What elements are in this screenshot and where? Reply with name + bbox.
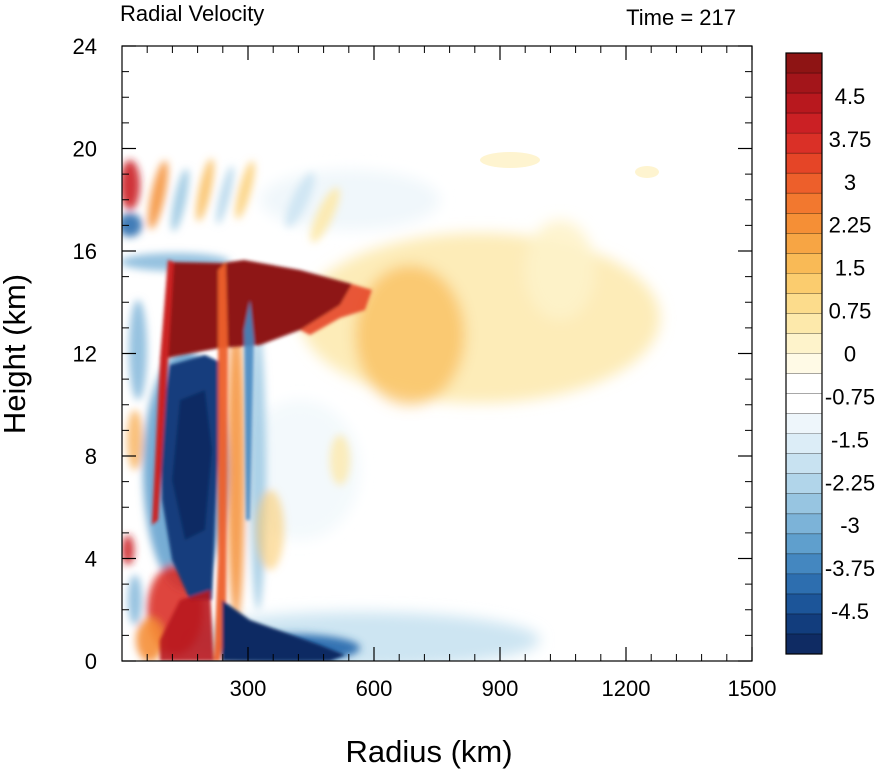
upper-outflow-streak-2 — [196, 158, 214, 222]
mid-level-inflow-core-dark — [172, 390, 212, 540]
outer-outflow-mid — [330, 435, 350, 485]
colorbar-swatch — [786, 453, 822, 475]
colorbar-swatch — [786, 473, 822, 495]
colorbar-swatch — [786, 613, 822, 635]
colorbar-swatch — [786, 593, 822, 615]
y-tick-label: 24 — [73, 34, 97, 59]
y-tick-label: 20 — [73, 137, 97, 162]
colorbar-swatch — [786, 333, 822, 354]
upper-outflow-jet — [160, 260, 352, 360]
colorbar-swatch — [786, 373, 822, 394]
colorbar-label: 1.5 — [835, 256, 866, 281]
colorbar-label: -4.5 — [831, 599, 869, 624]
colorbar-swatch — [786, 53, 822, 74]
colorbar-swatch — [786, 153, 822, 174]
colorbar-swatch — [786, 193, 822, 214]
low-inner-blue-bits — [128, 575, 142, 625]
upper-inflow-streak-3 — [285, 172, 315, 228]
colorbar-swatch — [786, 293, 822, 314]
colorbar-swatch — [786, 633, 822, 655]
colorbar-swatch — [786, 313, 822, 334]
secondary-outflow-mid — [256, 490, 284, 570]
y-tick-label: 8 — [85, 444, 97, 469]
colorbar-label: 3.75 — [829, 127, 872, 152]
upper-outflow-streak-1 — [148, 160, 168, 230]
eyewall-outflow-stripe-2 — [214, 262, 228, 661]
colorbar-label: 4.5 — [835, 84, 866, 109]
colorbar-label: 0 — [844, 342, 856, 367]
eyewall-band-outflow — [227, 320, 245, 620]
colorbar-swatch — [786, 573, 822, 595]
x-tick-label: 600 — [356, 676, 393, 701]
upper-outflow-streak-4 — [310, 187, 340, 243]
colorbar-swatch — [786, 233, 822, 254]
colorbar-swatch — [786, 393, 822, 414]
upper-inflow-streak-2 — [216, 165, 234, 225]
colorbar-swatch — [786, 433, 822, 455]
x-tick-label: 900 — [482, 676, 519, 701]
chart-time-label: Time = 217 — [626, 5, 736, 30]
colorbar-label: 2.25 — [829, 213, 872, 238]
colorbar-label: -3 — [840, 513, 860, 538]
outflow-extension-field — [300, 233, 660, 403]
colorbar-label: -3.75 — [825, 556, 875, 581]
colorbar: 4.5 3.75 3 2.25 1.5 0.75 0 -0.75 -1.5 -2.25 -3 -3.7… — [785, 52, 875, 655]
far-outflow-blob-2 — [635, 166, 659, 178]
colorbar-label: -2.25 — [825, 470, 875, 495]
y-tick-label: 12 — [73, 342, 97, 367]
axes: 300 600 900 1200 1500 0 4 8 12 16 20 24 — [73, 34, 777, 701]
inner-edge-inflow — [129, 300, 147, 400]
colorbar-swatch — [786, 213, 822, 234]
x-tick-label: 300 — [230, 676, 267, 701]
upper-outflow-jet-edge — [300, 284, 372, 335]
far-outflow-blob-1 — [480, 152, 540, 168]
heatmap-field — [122, 152, 660, 661]
left-edge-outflow-mid — [122, 535, 134, 565]
colorbar-swatch — [786, 353, 822, 374]
colorbar-swatch — [786, 93, 822, 114]
left-edge-outflow-upper — [122, 160, 140, 210]
eyewall-inflow-stripe — [244, 300, 254, 520]
colorbar-label: 3 — [844, 170, 856, 195]
colorbar-swatch — [786, 493, 822, 515]
colorbar-label: -0.75 — [825, 384, 875, 409]
colorbar-swatch — [786, 73, 822, 94]
low-level-outflow-secondary — [136, 618, 164, 661]
colorbar-swatch — [786, 133, 822, 154]
low-level-inflow-core — [222, 600, 345, 661]
colorbar-swatch — [786, 533, 822, 555]
colorbar-swatch — [786, 513, 822, 535]
colorbar-label: 0.75 — [829, 299, 872, 324]
x-axis-label: Radius (km) — [345, 734, 512, 769]
colorbar-label: -1.5 — [831, 427, 869, 452]
colorbar-swatch — [786, 553, 822, 575]
colorbar-swatch — [786, 113, 822, 134]
y-tick-label: 16 — [73, 239, 97, 264]
upper-outflow-streak-3 — [235, 160, 255, 220]
colorbar-swatch — [786, 173, 822, 194]
low-level-outflow-core — [160, 590, 214, 661]
colorbar-frame — [785, 52, 823, 655]
y-tick-label: 4 — [85, 547, 97, 572]
upper-inflow-streak-1 — [171, 168, 189, 232]
outflow-far-field — [525, 220, 595, 320]
x-tick-label: 1200 — [602, 676, 651, 701]
y-tick-label: 0 — [85, 649, 97, 674]
chart-title: Radial Velocity — [120, 1, 264, 26]
y-axis-label: Height (km) — [0, 274, 32, 434]
colorbar-swatch — [786, 273, 822, 294]
eyewall-outflow-stripe-1 — [152, 260, 174, 525]
colorbar-swatch — [786, 413, 822, 435]
x-tick-label: 1500 — [728, 676, 777, 701]
colorbar-swatch — [786, 253, 822, 274]
left-edge-outflow-low — [127, 410, 143, 470]
left-edge-inflow-upper — [122, 213, 142, 237]
outflow-extension-core — [355, 265, 465, 405]
